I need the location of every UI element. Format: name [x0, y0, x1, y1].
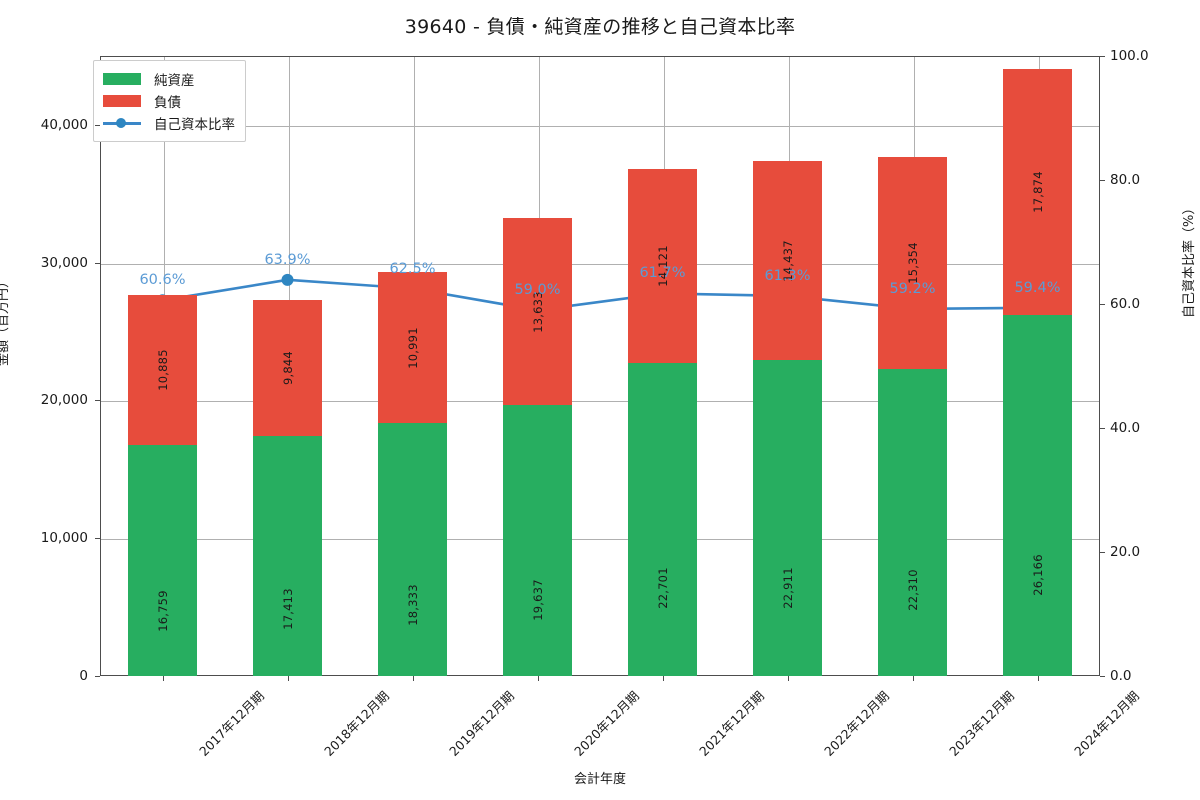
y-axis-left-tick-mark — [95, 262, 100, 264]
legend-item[interactable]: 負債 — [103, 90, 235, 112]
y-axis-left-tick-label: 40,000 — [40, 116, 88, 133]
bar-value-label-debt: 15,354 — [905, 242, 920, 284]
bar-value-label-equity: 17,413 — [280, 588, 295, 630]
x-axis-tick-mark — [287, 676, 289, 681]
legend-item[interactable]: 自己資本比率 — [103, 112, 235, 134]
y-axis-right-tick-label: 40.0 — [1110, 420, 1141, 436]
bar-segment-equity[interactable] — [378, 423, 447, 676]
y-axis-left-tick-label: 0 — [79, 668, 88, 684]
x-axis-tick-label: 2024年12月期 — [1070, 688, 1142, 759]
bar-value-label-equity: 18,333 — [405, 584, 420, 626]
legend-color-swatch-icon — [103, 95, 141, 107]
x-axis-tick-label: 2019年12月期 — [445, 688, 517, 759]
ratio-value-label: 59.0% — [514, 282, 561, 299]
bar-segment-equity[interactable] — [1003, 315, 1072, 676]
chart-title: 39640 - 負債・純資産の推移と自己資本比率 — [404, 16, 796, 38]
y-axis-left-tick-mark — [95, 124, 100, 126]
bar-value-label-equity: 16,759 — [155, 590, 170, 633]
bar-segment-debt[interactable] — [503, 217, 572, 406]
x-axis-tick-mark — [912, 676, 914, 681]
bar-segment-debt[interactable] — [878, 157, 947, 369]
y-axis-left-tick-label: 10,000 — [40, 530, 88, 547]
ratio-value-label: 61.7% — [639, 265, 686, 282]
y-axis-right-tick-mark — [1100, 304, 1105, 305]
ratio-value-label: 62.5% — [389, 260, 436, 277]
x-axis-tick-mark — [162, 676, 164, 681]
ratio-value-label: 63.9% — [264, 251, 311, 268]
x-axis-tick-mark — [537, 676, 539, 681]
bar-value-label-equity: 22,701 — [655, 567, 670, 610]
bar-segment-debt[interactable] — [1003, 69, 1072, 316]
bar-segment-equity[interactable] — [128, 445, 197, 676]
ratio-value-label: 59.4% — [1014, 279, 1061, 296]
x-axis-tick-mark — [412, 676, 414, 681]
y-axis-right-tick-mark — [1100, 428, 1105, 429]
grid-line-horizontal — [101, 539, 1099, 541]
y-axis-right-tick-mark — [1100, 552, 1105, 553]
ratio-value-label: 60.6% — [139, 272, 186, 289]
bar-value-label-debt: 10,991 — [405, 326, 420, 369]
bar-segment-debt[interactable] — [628, 168, 697, 364]
bar-segment-debt[interactable] — [128, 295, 197, 446]
bar-value-label-debt: 17,874 — [1030, 171, 1045, 214]
y-axis-right-tick-label: 60.0 — [1110, 296, 1141, 312]
legend-item[interactable]: 純資産 — [103, 68, 235, 90]
chart-legend: 純資産負債自己資本比率 — [93, 60, 246, 142]
legend-item-label: 自己資本比率 — [154, 117, 235, 133]
legend-item-label: 純資産 — [154, 73, 195, 89]
x-axis-tick-label: 2020年12月期 — [570, 688, 642, 759]
y-axis-left-tick-label: 20,000 — [40, 392, 88, 409]
bar-value-label-equity: 19,637 — [530, 579, 545, 621]
y-axis-right-tick-mark — [1100, 56, 1105, 57]
bar-segment-debt[interactable] — [253, 300, 322, 437]
grid-line-horizontal — [101, 263, 1099, 265]
ratio-value-label: 59.2% — [889, 280, 936, 297]
legend-line-marker-icon — [103, 117, 141, 129]
bar-value-label-debt: 10,885 — [155, 349, 170, 391]
bar-segment-equity[interactable] — [878, 368, 947, 676]
bar-value-label-debt: 9,844 — [280, 351, 295, 386]
bar-segment-equity[interactable] — [753, 360, 822, 676]
x-axis-label: 会計年度 — [573, 772, 626, 787]
x-axis-tick-mark — [787, 676, 789, 681]
grid-line-horizontal — [101, 401, 1099, 403]
y-axis-right-tick-mark — [1100, 180, 1105, 181]
x-axis-tick-label: 2017年12月期 — [195, 688, 267, 759]
x-axis-tick-mark — [1037, 676, 1039, 681]
x-axis-tick-label: 2021年12月期 — [695, 688, 767, 759]
y-axis-left-tick-mark — [95, 676, 100, 677]
bar-value-label-equity: 22,310 — [905, 569, 920, 611]
y-axis-left-tick-label: 30,000 — [40, 254, 88, 271]
y-axis-right-tick-label: 80.0 — [1110, 172, 1141, 188]
y-axis-right-label: 自己資本比率（%） — [1182, 201, 1197, 318]
x-axis-tick-label: 2023年12月期 — [945, 688, 1017, 759]
grid-line-horizontal — [101, 125, 1099, 127]
plot-area — [100, 56, 1100, 676]
bar-segment-debt[interactable] — [378, 271, 447, 424]
x-axis-tick-label: 2018年12月期 — [320, 688, 392, 759]
y-axis-left-tick-mark — [95, 400, 100, 402]
legend-item-label: 負債 — [154, 95, 181, 111]
y-axis-right-tick-label: 100.0 — [1110, 48, 1149, 64]
y-axis-right-tick-label: 0.0 — [1110, 668, 1132, 684]
bar-segment-equity[interactable] — [628, 363, 697, 676]
x-axis-tick-label: 2022年12月期 — [820, 688, 892, 759]
bar-segment-equity[interactable] — [503, 405, 572, 676]
y-axis-left-label: 金額（百万円） — [0, 274, 11, 366]
legend-color-swatch-icon — [103, 73, 141, 85]
y-axis-right-tick-mark — [1100, 676, 1105, 677]
bar-value-label-equity: 22,911 — [780, 566, 795, 609]
x-axis-tick-mark — [662, 676, 664, 681]
y-axis-left-tick-mark — [95, 538, 100, 540]
bar-segment-equity[interactable] — [253, 436, 322, 676]
bar-segment-debt[interactable] — [753, 161, 822, 361]
ratio-value-label: 61.3% — [764, 267, 811, 284]
y-axis-right-tick-label: 20.0 — [1110, 544, 1141, 560]
bar-value-label-equity: 26,166 — [1030, 554, 1045, 596]
